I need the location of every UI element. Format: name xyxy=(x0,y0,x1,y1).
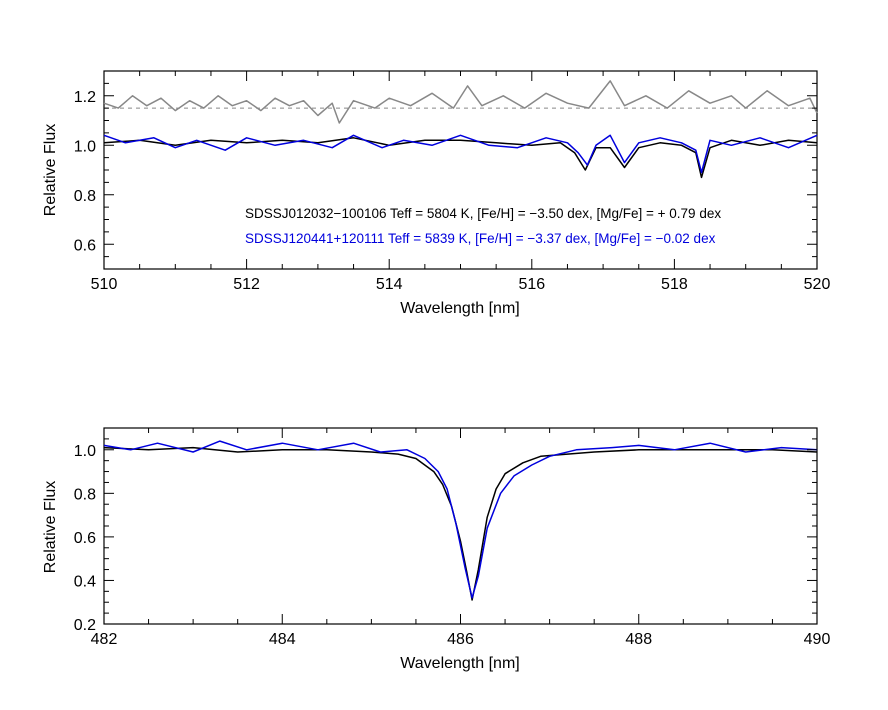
y-tick-label: 0.8 xyxy=(74,486,96,503)
y-tick-label: 0.4 xyxy=(74,573,96,590)
y-tick-label: 0.6 xyxy=(74,237,96,254)
top-curves xyxy=(103,80,818,179)
top-x-axis-label: Wavelength [nm] xyxy=(400,300,519,317)
y-tick-label: 0.2 xyxy=(74,617,96,634)
x-tick-label: 488 xyxy=(625,631,652,648)
top-ticks: 510 512 514 516 518 520 0.6 0.8 1.0 1.2 xyxy=(74,70,831,293)
top-annotation-2: SDSSJ120441+120111 Teff = 5839 K, [Fe/H]… xyxy=(245,231,716,246)
y-tick-label: 0.8 xyxy=(74,188,96,205)
top-y-axis-label: Relative Flux xyxy=(42,124,59,216)
x-tick-label: 512 xyxy=(233,276,260,293)
y-tick-label: 1.2 xyxy=(74,89,96,106)
y-tick-label: 0.6 xyxy=(74,530,96,547)
series-line-1 xyxy=(103,134,818,174)
x-tick-label: 520 xyxy=(804,276,831,293)
top-panel: 510 512 514 516 518 520 0.6 0.8 1.0 1.2 SDSSJ0120… xyxy=(42,70,831,317)
x-tick-label: 484 xyxy=(269,631,296,648)
series-line-0 xyxy=(103,137,818,179)
bottom-panel: 482 484 486 488 490 0.2 0.4 0.6 0.8 1.0 Wavelengt… xyxy=(42,427,831,672)
bottom-ticks: 482 484 486 488 490 0.2 0.4 0.6 0.8 1.0 xyxy=(74,427,831,648)
series-line-2 xyxy=(103,80,818,124)
x-tick-label: 516 xyxy=(518,276,545,293)
top-annotation-1: SDSSJ012032−100106 Teff = 5804 K, [Fe/H]… xyxy=(245,206,721,221)
x-tick-label: 490 xyxy=(804,631,831,648)
bottom-plot-frame xyxy=(103,427,818,625)
bottom-x-axis-label: Wavelength [nm] xyxy=(400,655,519,672)
bottom-curves xyxy=(103,440,818,601)
bottom-y-axis-label: Relative Flux xyxy=(42,481,59,573)
x-tick-label: 518 xyxy=(661,276,688,293)
y-tick-label: 1.0 xyxy=(74,138,96,155)
x-tick-label: 510 xyxy=(91,276,118,293)
x-tick-label: 514 xyxy=(376,276,403,293)
x-tick-label: 486 xyxy=(447,631,474,648)
x-tick-label: 482 xyxy=(91,631,118,648)
series-line-1 xyxy=(103,440,818,599)
series-line-0 xyxy=(103,446,818,601)
y-tick-label: 1.0 xyxy=(74,443,96,460)
